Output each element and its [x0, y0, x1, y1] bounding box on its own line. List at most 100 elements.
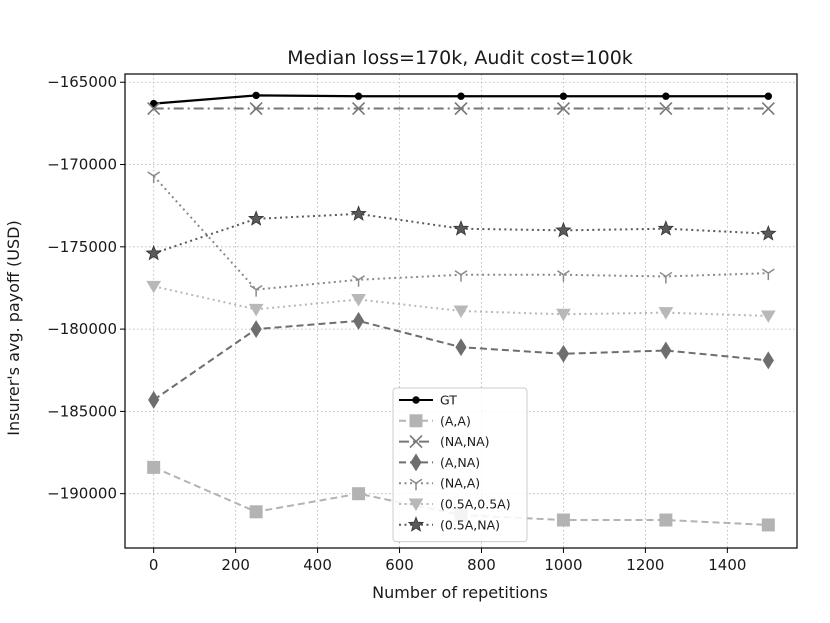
series-line-na-a	[152, 175, 769, 291]
series-gt	[149, 91, 773, 108]
data-point-na-a	[659, 271, 673, 284]
data-point-gt	[764, 92, 773, 100]
data-point-0-5a-na	[247, 210, 265, 226]
plot-frame	[124, 73, 798, 549]
y-tick-label: −185000	[47, 402, 117, 420]
data-point-na-na	[454, 101, 468, 116]
legend-marker-na-na	[409, 435, 423, 449]
series-na-a	[147, 171, 775, 297]
data-point-a-na	[762, 351, 774, 370]
y-tick-label: −175000	[47, 238, 117, 256]
legend-entry-a-a: (A,A)	[399, 413, 471, 428]
data-point-a-a	[659, 513, 673, 527]
data-point-0-5a-0-5a	[248, 303, 264, 317]
series-layer	[145, 91, 777, 532]
data-point-na-na	[147, 101, 161, 116]
x-tick-label: 400	[303, 556, 332, 574]
chart-title: Median loss=170k, Audit cost=100k	[287, 47, 633, 69]
series-0-5a-na	[145, 205, 777, 261]
legend-entry-gt: GT	[399, 393, 457, 408]
legend-marker-a-a	[409, 414, 423, 428]
y-tick-label: −180000	[47, 320, 117, 338]
data-point-gt	[559, 92, 568, 100]
legend-label-na-na: (NA,NA)	[440, 434, 490, 449]
x-tick-label: 0	[149, 556, 159, 574]
legend-entry-na-na: (NA,NA)	[399, 434, 490, 449]
data-point-a-a	[147, 460, 161, 474]
y-tick-label: −170000	[47, 156, 117, 174]
data-point-a-na	[557, 344, 570, 363]
legend-marker-na-a	[409, 478, 423, 491]
data-point-0-5a-0-5a	[453, 305, 469, 318]
series-na-na	[147, 101, 775, 116]
data-point-0-5a-0-5a	[556, 308, 571, 322]
series-0-5a-0-5a	[146, 280, 776, 323]
axis-ticks: 0 200 400 600 800 1000 1200 1400 −165000 −170000 −…	[47, 73, 746, 574]
data-point-0-5a-0-5a	[658, 307, 674, 320]
y-tick-label: −165000	[47, 73, 117, 91]
data-point-a-na	[352, 311, 365, 330]
legend-marker-0-5a-na	[407, 516, 425, 532]
series-a-na	[148, 311, 774, 409]
data-point-na-na	[556, 101, 571, 116]
legend-label-gt: GT	[440, 393, 457, 408]
data-point-gt	[252, 91, 260, 100]
legend-label-0-5a-na: (0.5A,NA)	[440, 517, 500, 532]
data-point-gt	[149, 99, 158, 108]
data-point-na-na	[659, 101, 673, 116]
grid	[125, 74, 797, 548]
data-point-na-na	[249, 101, 263, 116]
data-point-na-a	[249, 284, 263, 297]
series-line-0-5a-na	[153, 212, 769, 255]
data-point-a-na	[455, 338, 467, 357]
data-point-gt	[354, 92, 363, 100]
data-point-na-a	[147, 171, 161, 184]
legend-label-0-5a-0-5a: (0.5A,0.5A)	[440, 497, 511, 512]
data-point-0-5a-na	[350, 205, 367, 221]
data-point-0-5a-na	[145, 244, 162, 261]
data-point-na-na	[351, 101, 366, 116]
legend-marker-gt	[412, 396, 420, 404]
legend-label-a-na: (A,NA)	[440, 455, 480, 470]
y-tick-label: −190000	[47, 485, 117, 503]
legend-marker-a-na	[410, 453, 422, 472]
x-tick-label: 1000	[544, 556, 582, 574]
data-point-a-na	[148, 390, 160, 409]
data-point-na-a	[761, 268, 775, 281]
legend-entry-0-5a-na: (0.5A,NA)	[399, 516, 500, 532]
data-point-0-5a-na	[760, 225, 777, 241]
data-point-na-na	[761, 101, 775, 116]
data-point-0-5a-na	[555, 221, 572, 238]
data-point-0-5a-na	[452, 220, 470, 236]
data-point-na-a	[454, 270, 468, 282]
legend-entry-0-5a-0-5a: (0.5A,0.5A)	[399, 497, 511, 512]
legend-marker-0-5a-0-5a	[408, 498, 424, 511]
x-tick-label: 600	[385, 556, 414, 574]
data-point-gt	[457, 92, 465, 100]
legend: GT (A,A) (NA,NA) (A,NA) (NA,A) (0.5A,0.5A) (0.…	[392, 387, 528, 543]
data-point-0-5a-0-5a	[351, 293, 366, 307]
data-point-na-a	[352, 275, 365, 287]
data-point-0-5a-0-5a	[760, 310, 776, 323]
data-point-a-na	[660, 341, 672, 360]
data-point-a-a	[761, 518, 775, 532]
x-tick-label: 800	[467, 556, 496, 574]
data-point-a-a	[352, 487, 366, 501]
data-point-a-a	[249, 505, 263, 519]
legend-label-a-a: (A,A)	[440, 413, 471, 428]
legend-entry-a-na: (A,NA)	[399, 453, 480, 472]
data-point-gt	[662, 92, 670, 100]
y-axis-label: Insurer's avg. payoff (USD)	[4, 220, 23, 435]
legend-label-na-a: (NA,A)	[440, 476, 480, 491]
data-point-a-a	[556, 513, 570, 527]
legend-entry-na-a: (NA,A)	[399, 476, 480, 491]
data-point-0-5a-0-5a	[146, 280, 162, 294]
data-point-0-5a-na	[657, 220, 675, 236]
data-point-na-a	[557, 270, 570, 282]
x-axis-label: Number of repetitions	[372, 583, 548, 602]
x-tick-label: 1200	[626, 556, 664, 574]
x-tick-label: 200	[221, 556, 250, 574]
x-tick-label: 1400	[708, 556, 746, 574]
data-point-a-na	[250, 320, 262, 339]
